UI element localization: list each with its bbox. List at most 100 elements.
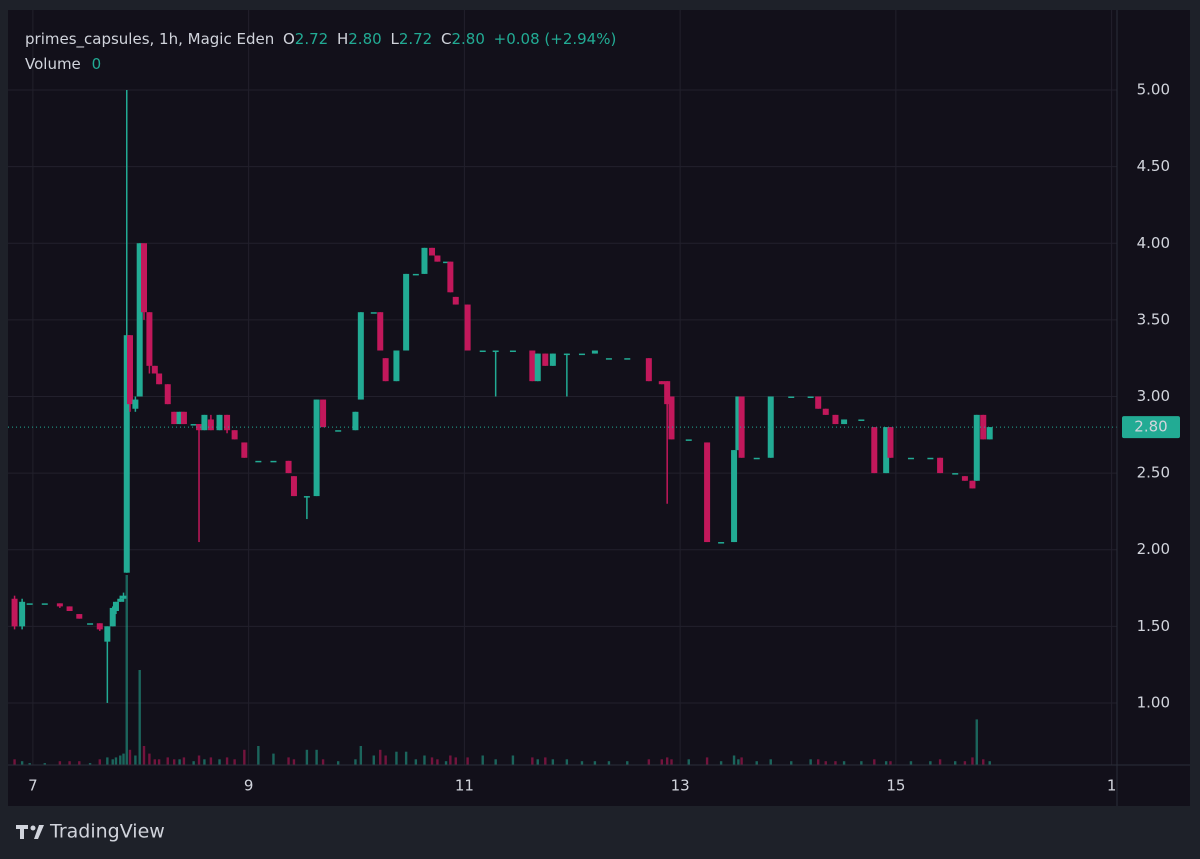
volume-bar [182,757,186,765]
candle-body [320,399,327,428]
candle-body [927,457,934,460]
candle-body [658,381,665,385]
volume-bar [166,757,169,765]
candle-body [668,396,675,440]
last-price-tag [1122,416,1180,439]
candle-body [377,312,384,351]
volume-bar [565,759,569,765]
volume-bar [138,670,141,765]
candle-body [403,273,410,351]
volume-bar [78,761,81,765]
candle-body [452,296,459,305]
volume-label: Volume [25,55,81,73]
high-label: H [337,30,348,48]
candle-body [735,396,742,451]
candle-body [141,243,148,313]
candle-body [645,358,652,382]
candle-body [87,623,94,625]
volume-bar [834,761,837,765]
low-label: L [390,30,399,48]
legend-header: primes_capsules, 1h, Magic Eden O2.72 H2… [25,30,616,49]
candle-body [509,350,516,353]
candle-body [549,353,556,366]
candle-body [303,496,310,498]
candle-body [841,419,848,425]
volume-bar [13,759,16,765]
last-price-label: 2.80 [1134,418,1167,436]
candle-body [357,312,364,400]
volume-bar [354,759,357,765]
volume-bar [28,763,31,765]
volume-bar [790,761,793,765]
volume-bar [755,761,758,765]
volume-bar [719,761,723,765]
candle-body [412,273,419,276]
candle-body [156,373,163,385]
volume-bar [128,749,132,765]
candle-body [578,353,585,356]
volume-bar [225,757,229,765]
volume-bar [287,757,290,765]
volume-layer [13,575,991,765]
y-tick-label: 4.00 [1137,234,1170,252]
volume-bar [769,759,772,765]
volume-bar [20,761,24,765]
symbol: primes_capsules, 1h, Magic Eden [25,30,274,49]
volume-bar [444,761,448,765]
brand-logo [16,825,44,839]
candle-body [176,411,183,425]
volume-bar [824,761,827,765]
volume-bar [953,761,957,765]
candle-body [815,396,822,409]
volume-bar [157,759,161,765]
candle-body [832,414,839,425]
candle-body [952,473,959,475]
y-tick-label: 2.50 [1137,464,1170,482]
candle-body [146,312,153,366]
candle-body [767,396,774,458]
candle-body [753,457,760,460]
volume-bar [536,759,539,765]
volume-bar [292,759,296,765]
volume-bar [98,759,101,765]
volume-bar [336,761,340,765]
volume-bar [414,759,418,765]
candle-body [164,384,171,405]
volume-bar [809,759,812,765]
volume-bar [963,761,967,765]
y-tick-label: 1.50 [1137,617,1170,635]
volume-bar [173,759,176,765]
x-tick-label: 11 [455,777,474,795]
candle-body [529,350,536,382]
candle-body [66,606,73,612]
candle-body [126,335,133,405]
candle-body [980,414,987,440]
change: +0.08 (+2.94%) [494,30,617,48]
y-tick-label: 3.00 [1137,387,1170,405]
candle-body [171,411,178,425]
volume-bar [272,753,275,765]
candle-body [11,598,18,627]
axes: 1.001.502.002.503.003.504.004.505.007 9 11… [28,81,1180,795]
volume-bar [551,759,555,765]
volume-bar [384,755,387,765]
low-value: 2.72 [399,30,432,48]
volume-bar [197,755,201,765]
high-value: 2.80 [348,30,381,48]
volume-bar [58,761,62,765]
close-value: 2.80 [451,30,484,48]
candle-body [56,603,63,607]
candle-layer [8,90,1117,703]
candle-body [961,476,968,481]
candle-body [591,350,598,354]
volume-bar [430,757,434,765]
volume-bar [315,749,318,765]
candle-body [858,419,865,421]
volume-bar [88,763,92,765]
candle-body [429,247,436,256]
volume-bar [142,746,146,765]
volume-bar [243,749,246,765]
volume-bar [494,759,497,765]
volume-bar [122,753,125,765]
